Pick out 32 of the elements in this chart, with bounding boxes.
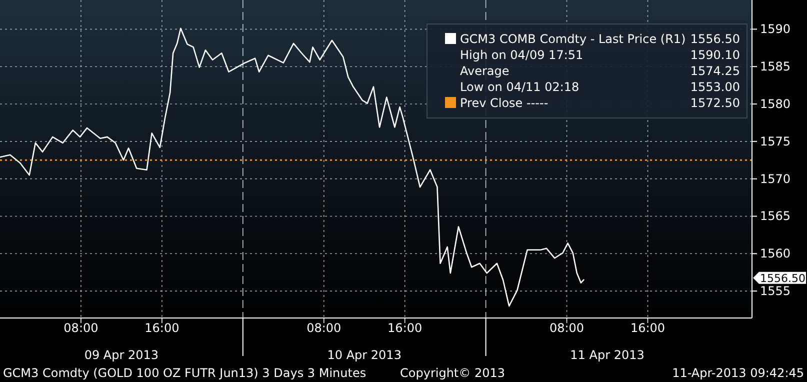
annotation: 1574.25 bbox=[690, 64, 740, 78]
y-tick-label: 1575 bbox=[760, 134, 791, 148]
annotation: 1590.10 bbox=[690, 48, 740, 62]
text: 11-Apr-2013 09:42:45 bbox=[672, 366, 804, 380]
annotation: Low on 04/11 02:18 bbox=[460, 80, 580, 94]
y-tick-label: 1580 bbox=[760, 97, 791, 112]
text: GCM3 Comdty (GOLD 100 OZ FUTR Jun13) 3 Days 3 Minutes bbox=[3, 366, 366, 380]
annotation: 1572.50 bbox=[690, 96, 740, 110]
annotation: 1556.50 bbox=[690, 32, 740, 46]
x-tick-label: 08:00 bbox=[64, 321, 98, 335]
annotation: 1553.00 bbox=[690, 80, 740, 94]
legend-label: Prev Close ----- bbox=[460, 96, 548, 110]
x-tick-label: 16:00 bbox=[630, 321, 666, 335]
y-tick-label: 1590 bbox=[760, 22, 791, 36]
annotation: High on 04/09 17:51 bbox=[460, 48, 584, 62]
y-tick-label: 1565 bbox=[760, 209, 791, 224]
text: 09 Apr 2013 bbox=[84, 348, 159, 362]
annotation: Average bbox=[460, 64, 510, 78]
x-tick-label: 16:00 bbox=[144, 321, 180, 335]
x-tick-label: 08:00 bbox=[306, 321, 342, 335]
text: 11 Apr 2013 bbox=[570, 348, 644, 362]
x-tick-label: 16:00 bbox=[388, 321, 422, 335]
y-tick-label: 1585 bbox=[760, 60, 791, 74]
y-tick-label: 1555 bbox=[760, 284, 791, 298]
text: 1556.50 bbox=[760, 272, 806, 285]
legend-label: GCM3 COMB Comdty - Last Price (R1) bbox=[460, 32, 686, 46]
y-tick-label: 1560 bbox=[760, 246, 791, 261]
y-tick-label: 1570 bbox=[760, 172, 791, 186]
x-tick-label: 08:00 bbox=[549, 321, 584, 335]
line-series bbox=[0, 28, 584, 307]
text: Copyright© 2013 bbox=[400, 366, 505, 380]
text: 10 Apr 2013 bbox=[327, 348, 402, 362]
